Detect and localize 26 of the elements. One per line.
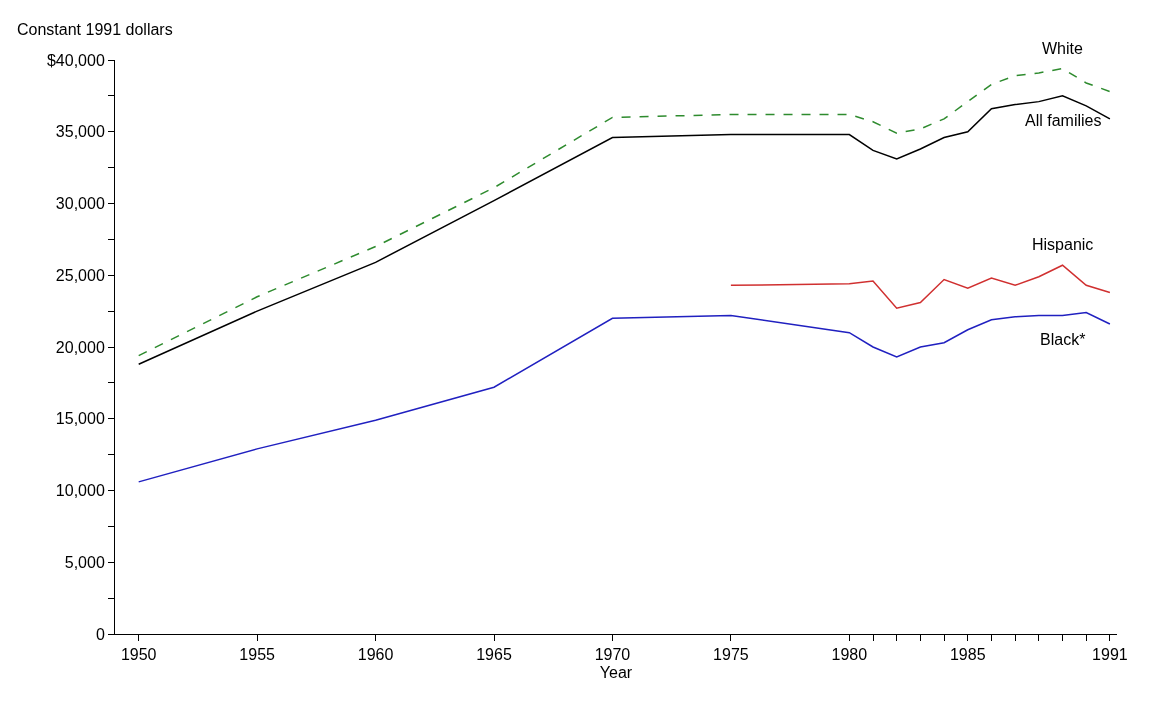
- y-tick-label: 35,000: [55, 123, 105, 141]
- y-tick-label: 30,000: [55, 195, 105, 213]
- x-tick-label: 1955: [239, 646, 276, 664]
- y-tick-label: 0: [95, 625, 105, 643]
- x-tick-label: 1950: [120, 646, 157, 664]
- series-label: Hispanic: [1032, 236, 1094, 253]
- y-axis-title: Constant 1991 dollars: [17, 21, 173, 38]
- series-label: All families: [1025, 112, 1102, 129]
- y-tick-label: $40,000: [46, 51, 105, 69]
- series-label: White: [1042, 40, 1083, 57]
- y-tick-label: 10,000: [55, 482, 105, 500]
- x-tick-label: 1965: [476, 646, 512, 664]
- y-tick-label: 15,000: [55, 410, 105, 428]
- x-tick-label: 1985: [949, 646, 986, 664]
- x-tick-label: 1980: [831, 646, 868, 664]
- series-label: Black*: [1040, 331, 1086, 348]
- line-series: [137, 311, 1111, 483]
- y-tick-label: 20,000: [55, 338, 105, 356]
- x-axis-title: Year: [599, 663, 633, 681]
- y-tick-label: 5,000: [64, 553, 105, 571]
- x-tick-label: 1960: [357, 646, 394, 664]
- x-tick-label: 1975: [713, 646, 749, 664]
- line-series: [730, 264, 1111, 310]
- y-tick-label: 25,000: [55, 266, 105, 284]
- x-tick-label: 1991: [1092, 646, 1128, 664]
- x-tick-label: 1970: [594, 646, 631, 664]
